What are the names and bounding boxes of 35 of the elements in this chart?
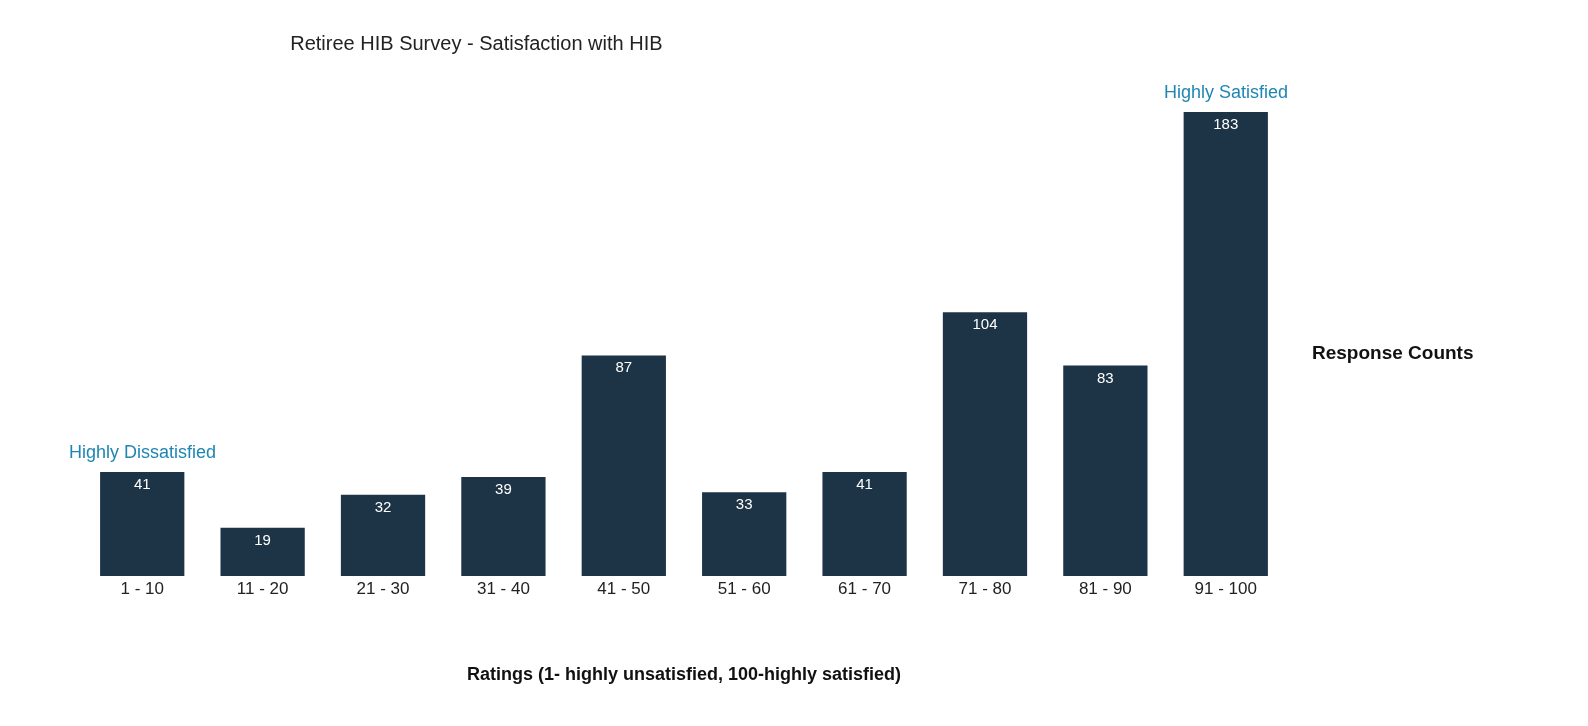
data-label: 183 — [1213, 115, 1239, 132]
data-label: 41 — [856, 475, 873, 493]
bar — [340, 494, 426, 576]
bar — [1183, 112, 1268, 576]
x-tick-label: 41 - 50 — [597, 579, 651, 598]
bar — [461, 477, 546, 576]
bar — [1063, 365, 1148, 576]
bar — [822, 472, 907, 576]
data-label: 32 — [374, 497, 392, 515]
annotation: Highly Satisfied — [1164, 82, 1289, 102]
data-label: 87 — [615, 358, 633, 376]
data-label: 83 — [1097, 368, 1114, 386]
data-label: 19 — [254, 530, 271, 548]
x-tick-label: 11 - 20 — [236, 579, 289, 598]
bar — [220, 527, 305, 576]
x-tick-label: 91 - 100 — [1194, 579, 1257, 598]
x-tick-label: 61 - 70 — [838, 579, 892, 598]
bar — [702, 492, 787, 576]
data-label: 33 — [735, 495, 753, 513]
bar — [100, 472, 185, 576]
bar — [942, 312, 1028, 576]
y-axis-title: Response Counts — [1312, 342, 1474, 363]
data-label: 104 — [972, 315, 998, 333]
data-label: 39 — [495, 480, 512, 498]
x-tick-label: 81 - 90 — [1078, 579, 1132, 598]
x-axis-title: Ratings (1- highly unsatisfied, 100-highly satisfied) — [466, 664, 902, 685]
x-tick-label: 51 - 60 — [717, 579, 771, 598]
x-tick-label: 31 - 40 — [476, 579, 530, 598]
annotation: Highly Dissatisfied — [69, 442, 217, 462]
x-tick-label: 21 - 30 — [356, 579, 410, 598]
x-tick-label: 1 - 10 — [120, 579, 164, 598]
x-tick-label: 71 - 80 — [958, 579, 1012, 598]
bar — [581, 355, 666, 576]
data-label: 41 — [133, 475, 151, 493]
chart-title: Retiree HIB Survey - Satisfaction with HIB — [290, 32, 663, 55]
